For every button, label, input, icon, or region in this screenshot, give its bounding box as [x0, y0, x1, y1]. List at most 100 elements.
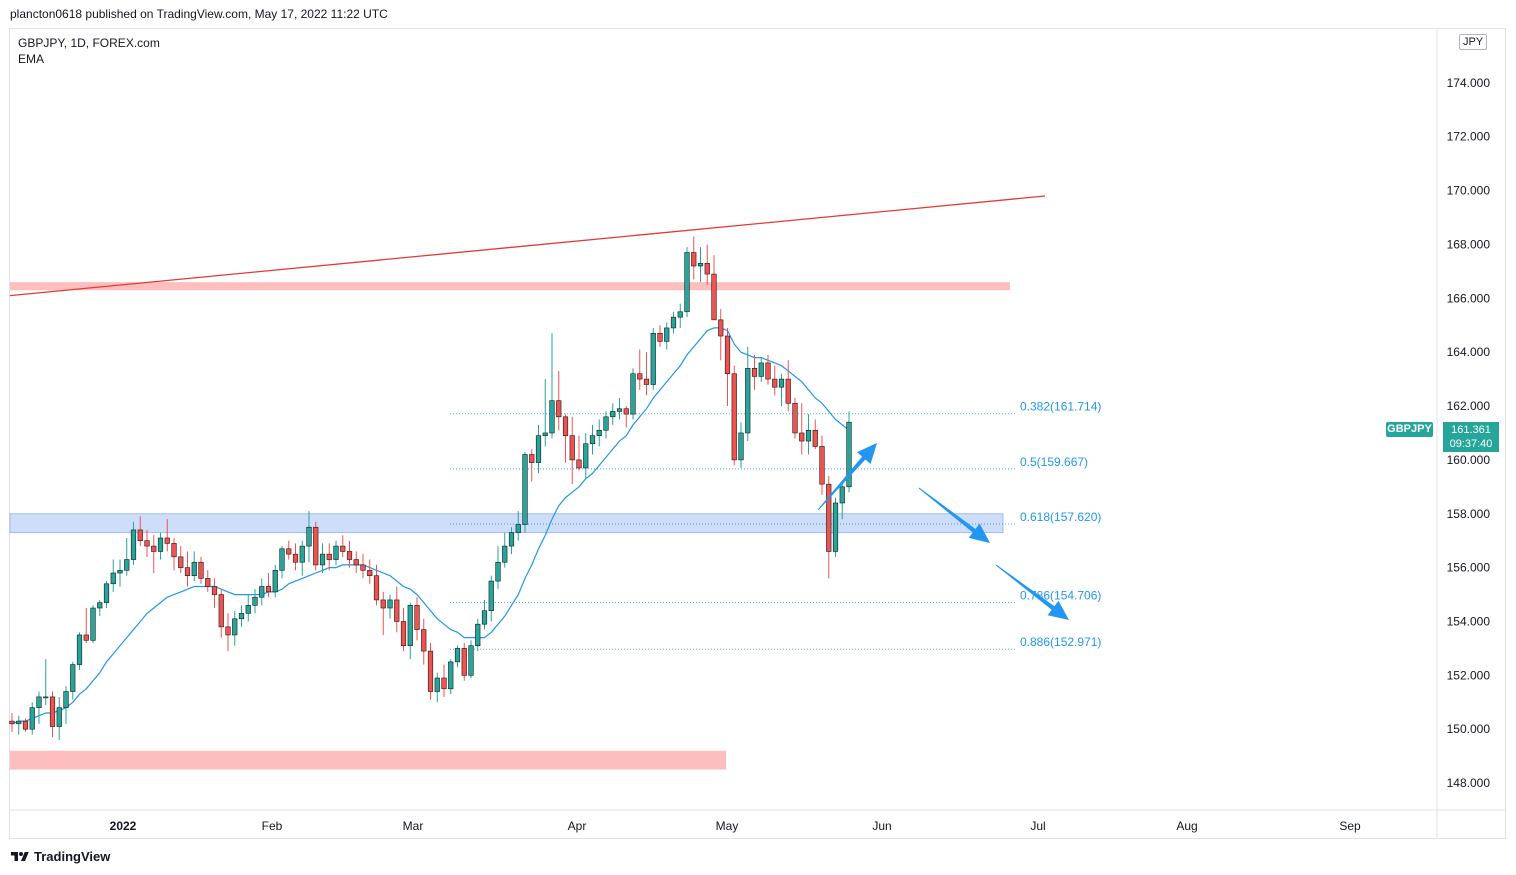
candle — [657, 325, 663, 347]
candle — [225, 613, 231, 652]
candle-body — [232, 618, 238, 636]
candle-body — [124, 559, 130, 571]
candle — [562, 414, 569, 463]
candle — [380, 591, 386, 635]
price-tick-5: 164.000 — [1447, 345, 1491, 359]
time-tick-7: Aug — [1176, 819, 1197, 833]
candle-body — [259, 586, 265, 598]
candle-body — [495, 561, 501, 582]
candle — [90, 605, 96, 644]
candle — [191, 551, 197, 582]
candle — [448, 659, 454, 695]
last-price: 161.361 — [1451, 424, 1491, 436]
time-tick-0: 2022 — [110, 819, 137, 833]
ema-layer — [11, 327, 850, 725]
candle — [394, 586, 400, 633]
candle — [832, 497, 839, 557]
candle-body — [319, 553, 326, 566]
chart-legend: GBPJPY, 1D, FOREX.com EMA — [18, 35, 160, 67]
candle-body — [299, 545, 305, 563]
candle-body — [718, 319, 724, 337]
candle — [306, 511, 312, 563]
candle — [49, 691, 56, 738]
candle-body — [569, 435, 575, 461]
candle — [171, 537, 177, 571]
ema-line — [11, 327, 850, 725]
price-axis: 174.000 172.000 170.000 168.000 166.000 164.0… — [1447, 76, 1491, 790]
candle — [630, 368, 636, 420]
candle — [56, 696, 62, 740]
price-tick-8: 158.000 — [1447, 507, 1491, 521]
resistance-zone — [10, 282, 1010, 291]
candle — [137, 516, 143, 547]
price-tick-6: 162.000 — [1447, 399, 1491, 413]
candle-body — [225, 626, 231, 636]
candle-body — [407, 605, 413, 647]
candle — [346, 540, 353, 568]
candle-body — [475, 623, 481, 647]
symbol-price-tag: GBPJPY — [1386, 422, 1433, 437]
candle-body — [832, 502, 839, 552]
candle-body — [43, 696, 49, 699]
up-arrow — [817, 443, 877, 511]
candle-body — [576, 459, 582, 469]
down-arrow-1-shape — [918, 487, 990, 543]
currency-badge[interactable]: JPY — [1459, 34, 1488, 50]
candle — [839, 481, 845, 520]
candle-body — [144, 540, 150, 547]
candle — [522, 451, 528, 533]
candle-body — [63, 691, 69, 708]
candle — [508, 527, 515, 555]
price-tick-1: 172.000 — [1447, 130, 1491, 144]
price-tick-3: 168.000 — [1447, 237, 1491, 251]
candle — [812, 419, 818, 450]
candle-body — [427, 650, 434, 692]
candle-body — [758, 362, 764, 377]
candle-body — [785, 378, 791, 404]
candle-body — [137, 529, 143, 541]
footer-brand[interactable]: TradingView — [10, 849, 110, 864]
candle — [360, 554, 366, 579]
candle — [265, 573, 272, 598]
candle — [515, 511, 521, 541]
candle — [623, 406, 629, 428]
candle — [373, 564, 380, 606]
candle — [124, 537, 130, 576]
candle — [650, 327, 656, 390]
candle-body — [454, 648, 461, 663]
candle-body — [562, 416, 569, 436]
candle-body — [367, 570, 373, 576]
candle-body — [691, 252, 697, 267]
candle — [529, 449, 535, 482]
candle-body — [751, 368, 758, 377]
candle-body — [238, 613, 245, 620]
candle-body — [279, 548, 285, 571]
candle-body — [56, 707, 62, 727]
candle — [232, 610, 238, 646]
candle-body — [360, 564, 366, 571]
candle — [535, 424, 542, 474]
candle — [414, 597, 420, 641]
candle — [799, 403, 805, 455]
candle — [205, 570, 211, 592]
candle-body — [589, 435, 596, 445]
candles-layer — [9, 236, 852, 740]
candle — [542, 379, 548, 447]
candle — [691, 236, 697, 280]
candle — [684, 247, 690, 318]
candle — [178, 546, 184, 574]
candle-body — [461, 648, 467, 676]
bar-countdown: 09:37:40 — [1449, 438, 1493, 450]
candle-body — [313, 526, 319, 566]
candle — [826, 476, 832, 579]
candle — [502, 532, 508, 568]
candle-body — [380, 599, 386, 609]
candle-body — [9, 720, 15, 725]
candle-body — [265, 586, 272, 593]
candle — [367, 559, 373, 584]
candle-body — [117, 570, 123, 574]
candle-body — [812, 429, 818, 447]
candle — [637, 349, 643, 390]
candle-body — [90, 607, 96, 641]
